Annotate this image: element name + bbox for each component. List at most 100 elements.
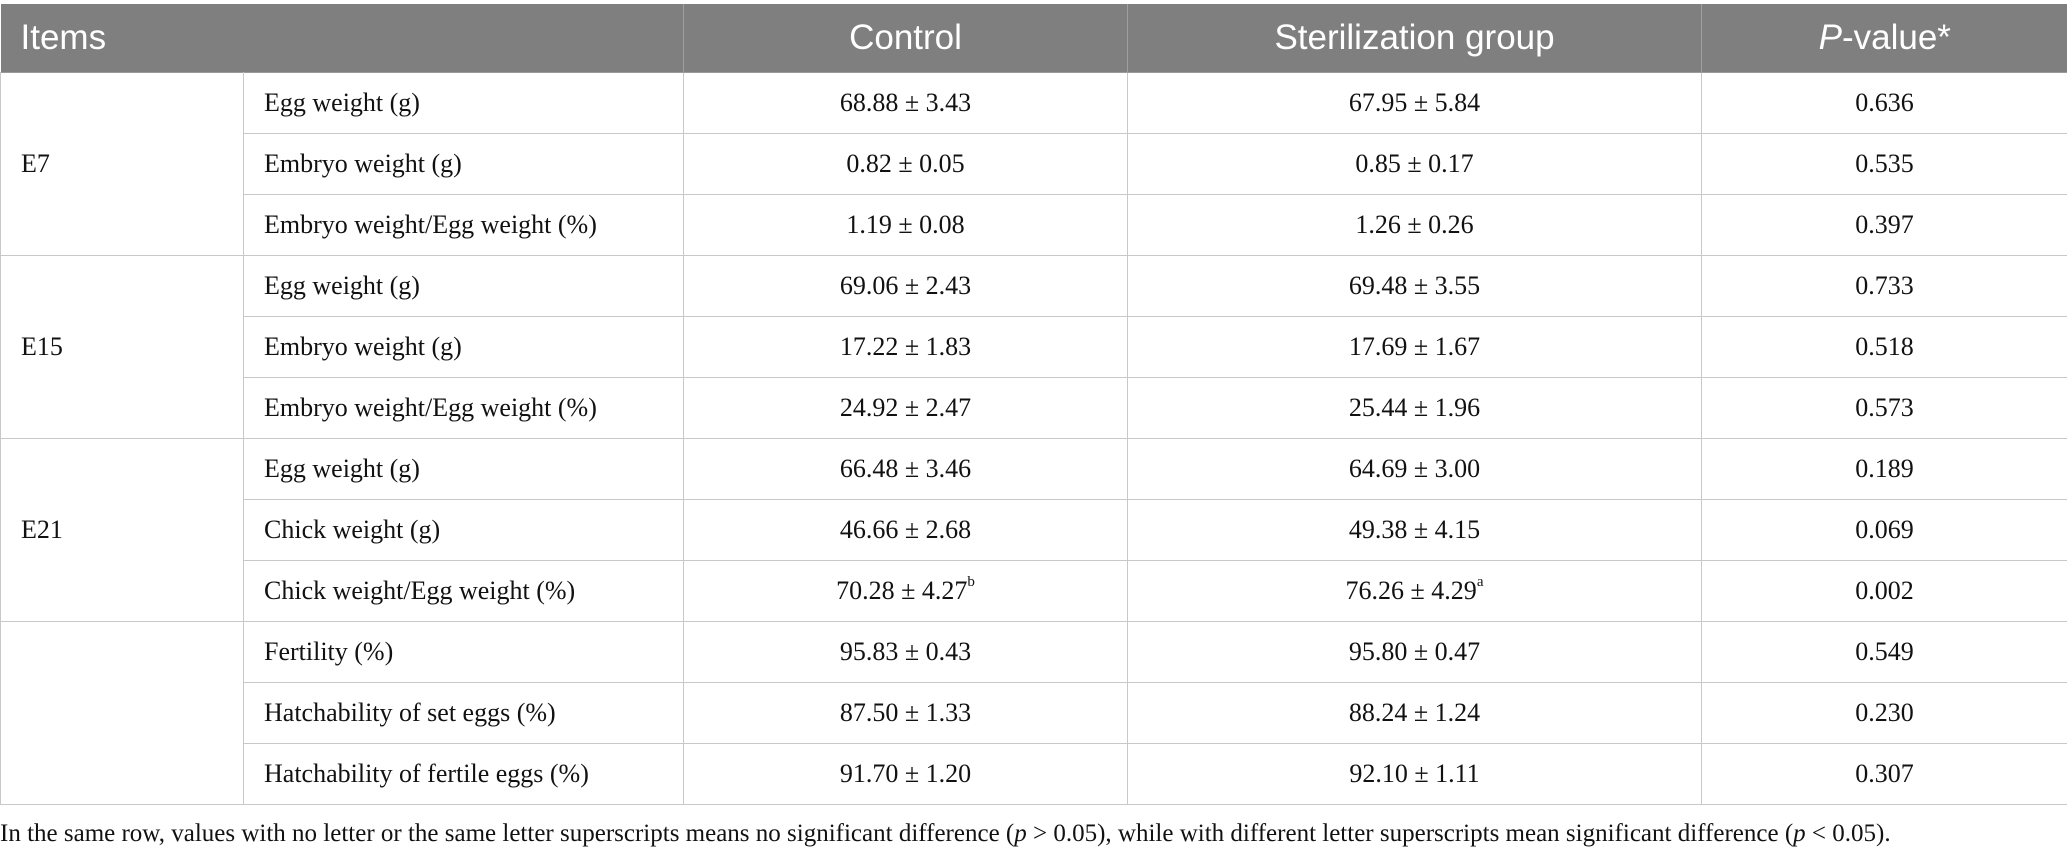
item-cell: Chick weight (g) — [242, 499, 685, 561]
pvalue-cell: 0.307 — [1701, 743, 2067, 805]
pvalue-cell: 0.230 — [1701, 682, 2067, 744]
control-cell: 70.28 ± 4.27b — [683, 560, 1129, 622]
sterilization-cell: 17.69 ± 1.67 — [1127, 316, 1703, 378]
sterilization-cell: 76.26 ± 4.29a — [1127, 560, 1703, 622]
footnote-p-2: p — [1793, 820, 1806, 847]
header-control: Control — [683, 4, 1128, 73]
item-cell: Fertility (%) — [242, 621, 685, 683]
table-row: Hatchability of fertile eggs (%) 91.70 ± … — [1, 743, 2067, 805]
table-row: Embryo weight/Egg weight (%) 1.19 ± 0.08 1… — [1, 194, 2067, 256]
table-row: Hatchability of set eggs (%) 87.50 ± 1.33… — [1, 682, 2067, 744]
group-label — [0, 621, 244, 805]
pvalue-cell: 0.549 — [1701, 621, 2067, 683]
control-cell-value: 24.92 ± 2.47 — [839, 393, 972, 422]
item-cell: Egg weight (g) — [242, 72, 685, 134]
sterilization-cell: 25.44 ± 1.96 — [1127, 377, 1703, 439]
control-cell-value: 87.50 ± 1.33 — [839, 698, 972, 727]
item-cell: Embryo weight (g) — [242, 133, 685, 195]
sterilization-cell-value: 92.10 ± 1.11 — [1349, 759, 1480, 788]
sterilization-cell-value: 1.26 ± 0.26 — [1355, 210, 1474, 239]
header-sterilization: Sterilization group — [1127, 4, 1702, 73]
pvalue-cell: 0.069 — [1701, 499, 2067, 561]
control-cell-value: 66.48 ± 3.46 — [839, 454, 972, 483]
pvalue-cell: 0.518 — [1701, 316, 2067, 378]
item-cell: Embryo weight/Egg weight (%) — [242, 377, 685, 439]
sterilization-cell-value: 25.44 ± 1.96 — [1348, 393, 1481, 422]
control-cell: 1.19 ± 0.08 — [683, 194, 1129, 256]
item-cell: Hatchability of set eggs (%) — [242, 682, 685, 744]
group-label: E15 — [0, 255, 244, 439]
table-row: E7 Egg weight (g) 68.88 ± 3.43 67.95 ± 5.84… — [0, 72, 2067, 256]
pvalue-cell: 0.397 — [1701, 194, 2067, 256]
control-cell: 66.48 ± 3.46 — [683, 438, 1129, 500]
control-cell-value: 1.19 ± 0.08 — [846, 210, 965, 239]
table-row: E15 Egg weight (g) 69.06 ± 2.43 69.48 ± 3.5… — [0, 255, 2067, 439]
control-cell-value: 0.82 ± 0.05 — [846, 149, 965, 178]
footnote-text-2: > 0.05), while with different letter sup… — [1026, 820, 1794, 847]
item-cell: Embryo weight (g) — [242, 316, 685, 378]
sterilization-cell: 92.10 ± 1.11 — [1127, 743, 1703, 805]
table-footnote: In the same row, values with no letter o… — [0, 820, 2067, 848]
table-row: Fertility (%) 95.83 ± 0.43 95.80 ± 0.47 0.5… — [0, 621, 2067, 805]
item-cell: Embryo weight/Egg weight (%) — [242, 194, 685, 256]
group-label: E7 — [0, 72, 244, 256]
header-row: Items Control Sterilization group P-valu… — [0, 4, 2067, 73]
sterilization-cell: 69.48 ± 3.55 — [1127, 255, 1703, 317]
sterilization-cell: 0.85 ± 0.17 — [1127, 133, 1703, 195]
pvalue-cell: 0.573 — [1701, 377, 2067, 439]
sterilization-cell: 49.38 ± 4.15 — [1127, 499, 1703, 561]
item-cell: Egg weight (g) — [242, 255, 685, 317]
control-cell-value: 69.06 ± 2.43 — [839, 271, 972, 300]
item-cell: Egg weight (g) — [242, 438, 685, 500]
header-items: Items — [0, 4, 684, 73]
sterilization-cell-value: 67.95 ± 5.84 — [1348, 88, 1481, 117]
sterilization-cell-value: 76.26 ± 4.29 — [1345, 576, 1477, 605]
sterilization-cell-value: 49.38 ± 4.15 — [1348, 515, 1481, 544]
sterilization-cell-value: 88.24 ± 1.24 — [1348, 698, 1481, 727]
control-cell: 24.92 ± 2.47 — [683, 377, 1129, 439]
sterilization-cell-value: 0.85 ± 0.17 — [1355, 149, 1474, 178]
control-cell: 91.70 ± 1.20 — [683, 743, 1129, 805]
pvalue-cell: 0.189 — [1701, 438, 2067, 500]
pvalue-cell: 0.733 — [1701, 255, 2067, 317]
sterilization-cell: 64.69 ± 3.00 — [1127, 438, 1703, 500]
sterilization-cell: 88.24 ± 1.24 — [1127, 682, 1703, 744]
control-cell-value: 17.22 ± 1.83 — [839, 332, 972, 361]
table-row: E21 Egg weight (g) 66.48 ± 3.46 64.69 ± 3.0… — [0, 438, 2067, 622]
control-cell: 95.83 ± 0.43 — [683, 621, 1129, 683]
table-row: Chick weight/Egg weight (%) 70.28 ± 4.27b… — [1, 560, 2067, 622]
footnote-p-1: p — [1014, 820, 1027, 847]
item-cell: Hatchability of fertile eggs (%) — [242, 743, 685, 805]
table-row: Chick weight (g) 46.66 ± 2.68 49.38 ± 4.15… — [1, 499, 2067, 561]
sterilization-cell-value: 95.80 ± 0.47 — [1348, 637, 1481, 666]
header-pvalue: P-value* — [1701, 4, 2067, 73]
control-cell: 69.06 ± 2.43 — [683, 255, 1129, 317]
control-cell: 0.82 ± 0.05 — [683, 133, 1129, 195]
sterilization-cell-value: 69.48 ± 3.55 — [1348, 271, 1481, 300]
sterilization-cell-value: 64.69 ± 3.00 — [1348, 454, 1481, 483]
footnote-text-3: < 0.05). — [1805, 820, 1891, 847]
control-cell-value: 91.70 ± 1.20 — [839, 759, 972, 788]
header-pvalue-p: P — [1818, 18, 1842, 57]
control-cell-value: 46.66 ± 2.68 — [839, 515, 972, 544]
sterilization-cell-superscript: a — [1476, 574, 1484, 590]
control-cell-value: 70.28 ± 4.27 — [836, 576, 968, 605]
group-label: E21 — [0, 438, 244, 622]
pvalue-cell: 0.002 — [1701, 560, 2067, 622]
control-cell: 17.22 ± 1.83 — [683, 316, 1129, 378]
footnote-text-1: In the same row, values with no letter o… — [0, 820, 1015, 847]
table-row: Embryo weight (g) 0.82 ± 0.05 0.85 ± 0.17 0… — [1, 133, 2067, 195]
sterilization-cell-value: 17.69 ± 1.67 — [1348, 332, 1481, 361]
control-cell-value: 95.83 ± 0.43 — [839, 637, 972, 666]
sterilization-cell: 1.26 ± 0.26 — [1127, 194, 1703, 256]
pvalue-cell: 0.535 — [1701, 133, 2067, 195]
header-pvalue-rest: -value* — [1841, 18, 1951, 57]
control-cell-superscript: b — [967, 574, 975, 590]
item-cell: Chick weight/Egg weight (%) — [242, 560, 685, 622]
control-cell: 46.66 ± 2.68 — [683, 499, 1129, 561]
sterilization-cell: 95.80 ± 0.47 — [1127, 621, 1703, 683]
control-cell-value: 68.88 ± 3.43 — [839, 88, 972, 117]
sterilization-cell: 67.95 ± 5.84 — [1127, 72, 1703, 134]
data-table: Items Control Sterilization group P-valu… — [0, 4, 2067, 805]
control-cell: 87.50 ± 1.33 — [683, 682, 1129, 744]
